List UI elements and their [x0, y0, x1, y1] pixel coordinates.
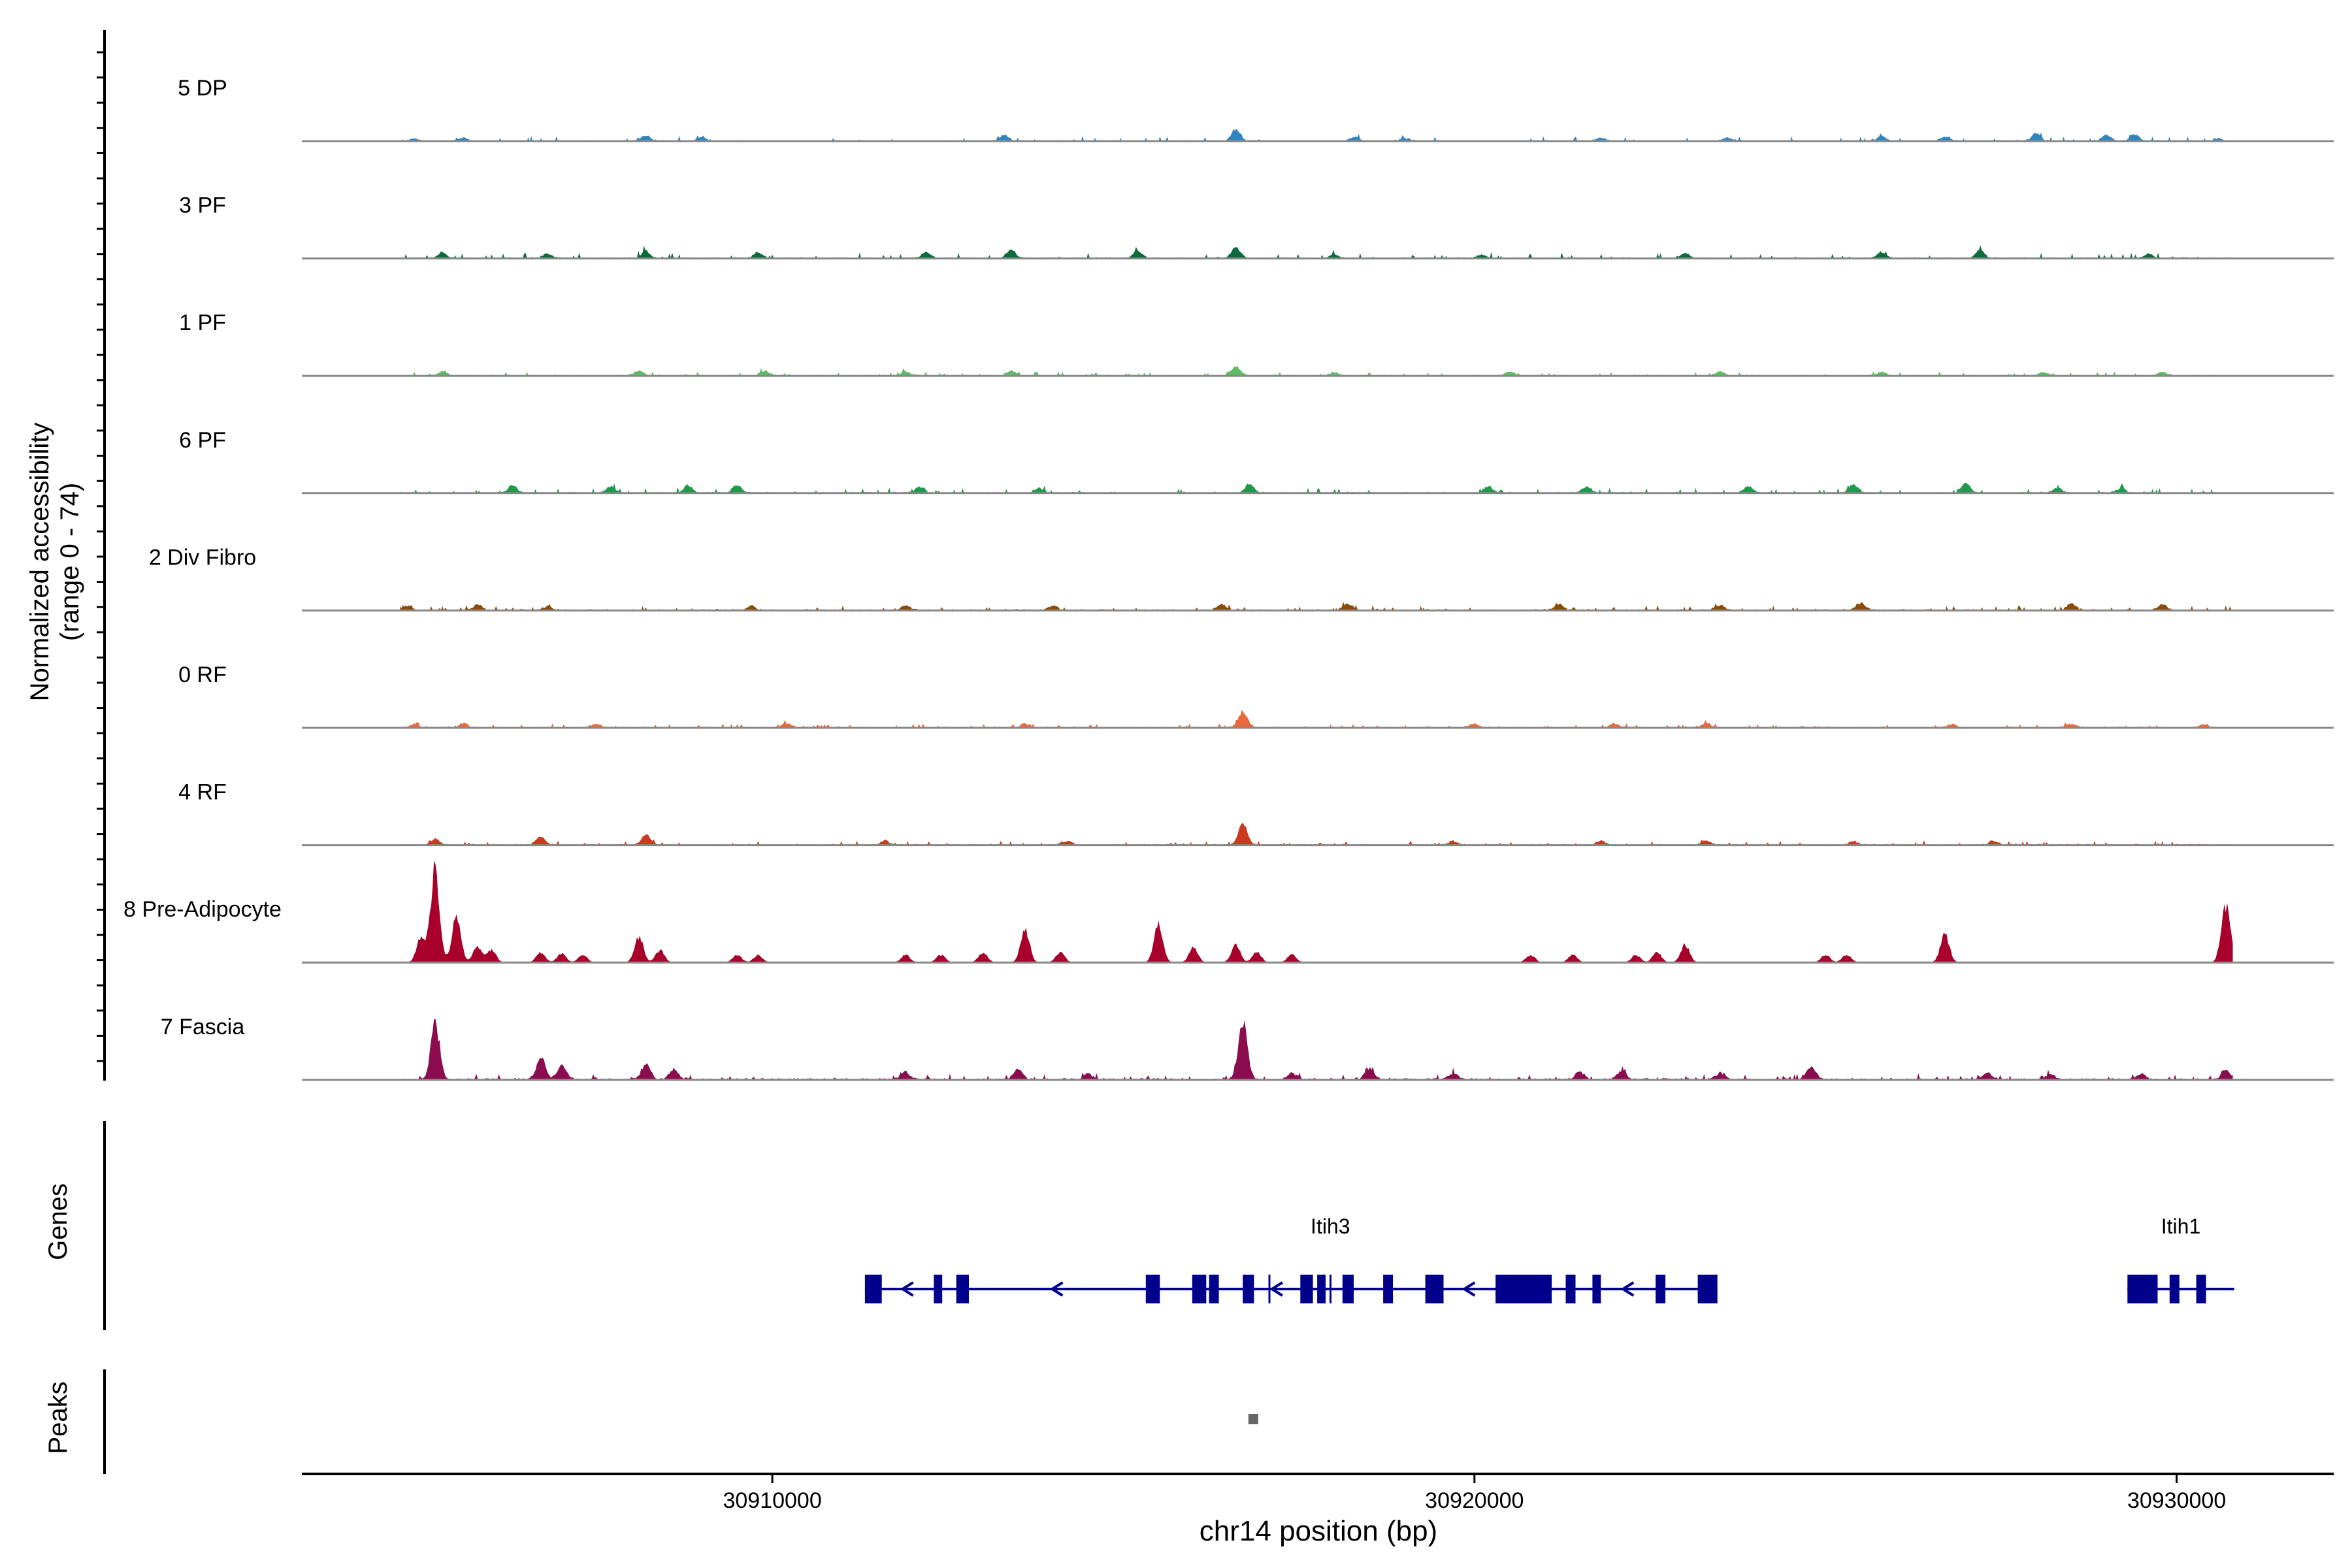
exon	[2169, 1275, 2180, 1303]
y-axis-title-line1: Normalized accessibility	[25, 423, 54, 702]
exon	[956, 1275, 969, 1303]
track-label: 7 Fascia	[161, 1015, 245, 1039]
track-label: 8 Pre-Adipocyte	[123, 897, 282, 922]
exon	[1300, 1275, 1313, 1303]
exon	[1209, 1275, 1219, 1303]
exon	[1192, 1275, 1207, 1303]
exon	[1317, 1275, 1326, 1303]
x-tick-label: 30920000	[1425, 1488, 1524, 1513]
strand-arrow	[1269, 1281, 1283, 1297]
gene-itih1: Itih1	[2127, 1215, 2234, 1303]
gene-itih3: Itih3	[864, 1215, 1718, 1303]
gene-label: Itih3	[1311, 1215, 1350, 1238]
coverage-area	[400, 602, 2233, 611]
x-tick-label: 30930000	[2127, 1488, 2226, 1513]
peaks-track-label: Peaks	[44, 1381, 73, 1454]
track-8-pre-adipocyte: 8 Pre-Adipocyte	[123, 860, 2334, 964]
coverage-area	[400, 1018, 2233, 1080]
coverage-area	[400, 860, 2233, 963]
exon	[1656, 1275, 1666, 1303]
exon	[2127, 1275, 2158, 1303]
exon	[1145, 1275, 1160, 1303]
track-3-pf: 3 PF	[179, 193, 2334, 260]
peak-region	[1248, 1414, 1258, 1424]
coverage-area	[400, 245, 2233, 259]
coverage-area	[400, 129, 2233, 141]
strand-arrow	[1049, 1281, 1064, 1297]
coverage-panel: 5 DP 3 PF 1 PF 6 PF 2 Div Fibro 0 RF 4 RF 8 Pre…	[97, 30, 2334, 1081]
track-label: 1 PF	[179, 310, 226, 335]
track-label: 0 RF	[178, 662, 227, 687]
x-axis-title: chr14 position (bp)	[1200, 1515, 1437, 1547]
track-5-dp: 5 DP	[178, 76, 2334, 142]
coverage-area	[400, 365, 2233, 376]
exon	[1592, 1275, 1601, 1303]
exon	[864, 1275, 882, 1303]
exon	[1342, 1275, 1354, 1303]
coverage-area	[400, 482, 2233, 493]
peaks-panel	[103, 1369, 1258, 1474]
exon	[1495, 1275, 1552, 1303]
exon	[1383, 1275, 1394, 1303]
track-6-pf: 6 PF	[179, 428, 2334, 495]
track-0-rf: 0 RF	[178, 662, 2334, 729]
exon	[934, 1275, 943, 1303]
y-axis-title-line2: (range 0 - 74)	[56, 483, 84, 641]
track-label: 5 DP	[178, 76, 227, 101]
track-7-fascia: 7 Fascia	[161, 1015, 2334, 1081]
strand-arrow	[1620, 1281, 1635, 1297]
genes-track-label: Genes	[44, 1183, 73, 1260]
exon	[1565, 1275, 1576, 1303]
strand-arrow	[900, 1281, 914, 1297]
track-4-rf: 4 RF	[178, 780, 2334, 847]
track-label: 4 RF	[178, 780, 227, 805]
genes-panel: Itih3 Itih1	[103, 1121, 2234, 1330]
exon	[2196, 1275, 2206, 1303]
x-tick-label: 30910000	[723, 1488, 821, 1513]
exon	[1697, 1275, 1718, 1303]
track-2-div-fibro: 2 Div Fibro	[149, 545, 2334, 612]
exon	[1425, 1275, 1444, 1303]
track-label: 2 Div Fibro	[149, 545, 256, 570]
x-axis: 30910000 30920000 30930000	[302, 1473, 2334, 1513]
coverage-area	[400, 710, 2233, 728]
exon	[1243, 1275, 1254, 1303]
track-label: 3 PF	[179, 193, 226, 218]
track-label: 6 PF	[179, 428, 226, 453]
gene-label: Itih1	[2161, 1215, 2200, 1238]
track-1-pf: 1 PF	[179, 310, 2334, 377]
coverage-area	[400, 823, 2233, 845]
strand-arrow	[1462, 1281, 1476, 1297]
